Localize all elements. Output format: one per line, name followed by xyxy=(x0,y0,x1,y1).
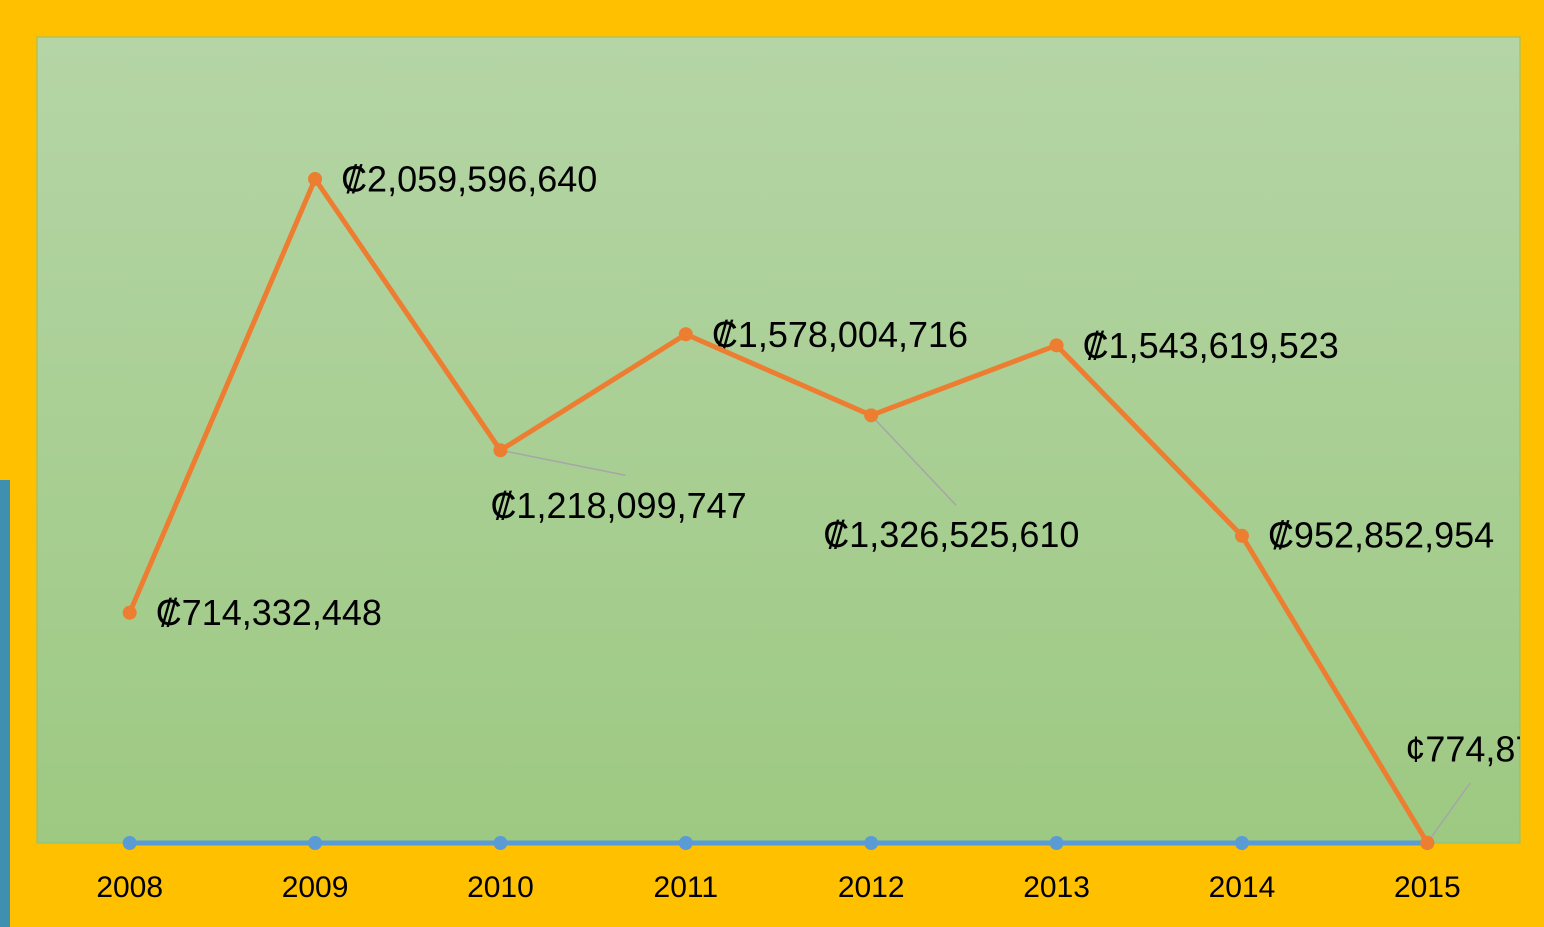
marker xyxy=(1420,835,1435,850)
x-tick-label: 2013 xyxy=(1023,871,1090,904)
marker xyxy=(493,836,508,850)
data-label: ₡1,326,525,610 xyxy=(823,514,1079,555)
line xyxy=(127,176,1430,845)
x-tick-label: 2009 xyxy=(282,871,349,904)
leader-line xyxy=(870,414,957,506)
data-label: ¢774,87 xyxy=(1405,728,1535,769)
x-tick-label: 2010 xyxy=(467,871,534,904)
data-label: ₡1,543,619,523 xyxy=(1083,325,1339,366)
x-tick-label: 2008 xyxy=(96,871,163,904)
marker xyxy=(678,836,693,850)
marker xyxy=(122,605,137,620)
data-label: ₡2,059,596,640 xyxy=(341,159,597,200)
data-label: ₡952,852,954 xyxy=(1268,514,1494,555)
x-tick-label: 2012 xyxy=(838,871,905,904)
plot-area xyxy=(36,36,1521,844)
x-tick-label: 2015 xyxy=(1394,871,1461,904)
marker xyxy=(308,836,323,850)
marker xyxy=(308,171,323,186)
marker xyxy=(122,836,137,850)
data-label: ₡1,578,004,716 xyxy=(712,314,968,355)
leader-line xyxy=(500,449,626,477)
marker xyxy=(493,443,508,458)
marker xyxy=(864,836,879,850)
leader-line xyxy=(1426,782,1471,843)
edge-strip xyxy=(0,480,10,927)
plot: ₡714,332,448 ₡2,059,596,640 ₡1,218,099,747… xyxy=(156,159,1535,843)
x-tick-label: 2014 xyxy=(1209,871,1276,904)
marker xyxy=(864,408,879,423)
marker xyxy=(1234,528,1249,543)
marker xyxy=(1234,836,1249,850)
marker xyxy=(1049,836,1064,850)
data-label: ₡1,218,099,747 xyxy=(490,485,746,526)
marker xyxy=(678,327,693,342)
data-label: ₡714,332,448 xyxy=(156,592,382,633)
x-tick-label: 2011 xyxy=(654,871,719,904)
marker xyxy=(1049,338,1064,353)
